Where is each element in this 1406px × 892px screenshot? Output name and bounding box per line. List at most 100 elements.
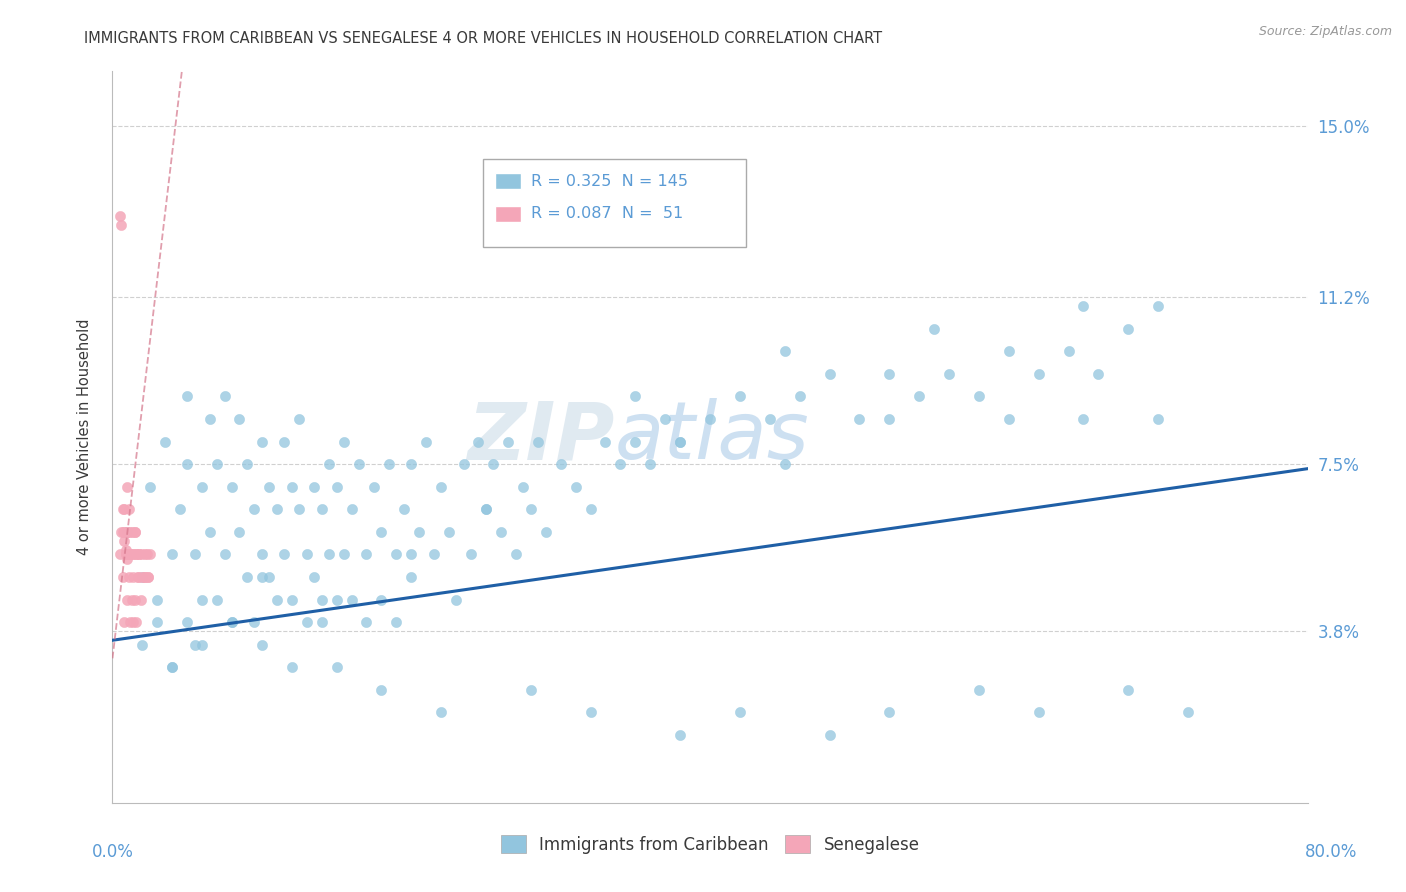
Point	[139, 548, 162, 562]
Text: R = 0.087  N =  51: R = 0.087 N = 51	[531, 206, 683, 221]
Point	[489, 524, 512, 539]
Point	[131, 570, 153, 584]
Point	[520, 502, 543, 516]
Point	[564, 480, 586, 494]
Point	[162, 660, 183, 674]
Point	[1057, 344, 1080, 359]
Point	[288, 412, 311, 426]
Point	[640, 457, 662, 471]
Point	[115, 543, 138, 558]
Point	[288, 502, 311, 516]
Point	[534, 524, 557, 539]
Point	[378, 457, 401, 471]
Point	[311, 502, 333, 516]
Point	[183, 548, 205, 562]
Point	[214, 548, 236, 562]
Point	[430, 480, 453, 494]
Point	[124, 524, 146, 539]
Point	[131, 638, 153, 652]
Point	[422, 548, 444, 562]
Text: Source: ZipAtlas.com: Source: ZipAtlas.com	[1258, 25, 1392, 38]
Point	[460, 548, 482, 562]
Point	[430, 706, 453, 720]
Point	[250, 548, 273, 562]
Legend: Immigrants from Caribbean, Senegalese: Immigrants from Caribbean, Senegalese	[494, 829, 927, 860]
Point	[110, 524, 132, 539]
Point	[624, 434, 647, 449]
Point	[124, 592, 146, 607]
FancyBboxPatch shape	[484, 159, 747, 247]
Point	[117, 524, 139, 539]
Point	[250, 638, 273, 652]
Point	[191, 638, 214, 652]
Point	[818, 367, 841, 381]
Y-axis label: 4 or more Vehicles in Household: 4 or more Vehicles in Household	[77, 318, 91, 556]
Point	[131, 548, 153, 562]
Point	[111, 570, 134, 584]
Point	[773, 344, 796, 359]
Point	[146, 615, 169, 630]
Point	[401, 548, 423, 562]
Point	[295, 548, 318, 562]
Point	[115, 548, 138, 562]
Point	[153, 434, 176, 449]
Point	[138, 570, 160, 584]
Text: 80.0%: 80.0%	[1305, 843, 1357, 861]
Point	[139, 480, 162, 494]
Point	[146, 592, 169, 607]
Point	[176, 389, 198, 403]
Point	[325, 660, 347, 674]
Point	[118, 570, 141, 584]
Point	[120, 524, 142, 539]
Point	[122, 548, 145, 562]
Point	[135, 548, 157, 562]
Point	[401, 570, 423, 584]
Point	[520, 682, 543, 697]
Point	[1147, 299, 1170, 313]
Point	[311, 592, 333, 607]
Point	[117, 524, 139, 539]
Bar	[495, 206, 522, 222]
Point	[114, 615, 135, 630]
Point	[132, 570, 155, 584]
Point	[243, 615, 266, 630]
Point	[205, 457, 228, 471]
Point	[124, 524, 146, 539]
Point	[512, 480, 534, 494]
Point	[624, 389, 647, 403]
Point	[302, 570, 325, 584]
Point	[125, 615, 148, 630]
Point	[370, 592, 392, 607]
Bar	[495, 173, 522, 189]
Point	[266, 502, 288, 516]
Point	[967, 682, 990, 697]
Point	[1073, 299, 1095, 313]
Point	[162, 660, 183, 674]
Point	[121, 592, 143, 607]
Point	[385, 548, 408, 562]
Point	[121, 524, 143, 539]
Point	[1028, 367, 1050, 381]
Point	[318, 548, 340, 562]
Point	[120, 615, 142, 630]
Point	[550, 457, 572, 471]
Point	[198, 412, 221, 426]
Point	[669, 728, 692, 742]
Point	[118, 502, 141, 516]
Point	[340, 592, 363, 607]
Point	[527, 434, 550, 449]
Point	[505, 548, 527, 562]
Point	[340, 502, 363, 516]
Point	[385, 615, 408, 630]
Point	[221, 615, 243, 630]
Point	[228, 412, 250, 426]
Point	[198, 524, 221, 539]
Point	[128, 548, 150, 562]
Point	[922, 322, 945, 336]
Point	[236, 570, 259, 584]
Point	[117, 592, 139, 607]
Point	[363, 480, 385, 494]
Point	[302, 480, 325, 494]
Point	[938, 367, 960, 381]
Point	[120, 548, 142, 562]
